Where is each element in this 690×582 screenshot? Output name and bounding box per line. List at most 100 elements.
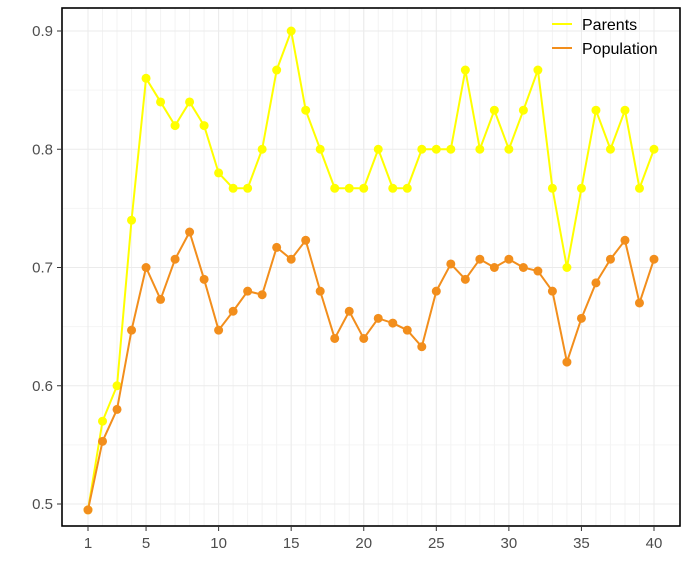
x-tick-label: 20: [355, 535, 372, 552]
data-point-population: [446, 259, 456, 269]
data-point-parents: [562, 263, 572, 272]
data-point-population: [257, 290, 267, 300]
data-point-population: [228, 306, 238, 316]
y-tick-label: 0.6: [32, 378, 53, 395]
x-tick-label: 10: [210, 535, 227, 552]
data-point-parents: [127, 215, 137, 225]
series-line-population: [87, 231, 655, 511]
legend-label-population: Population: [582, 41, 658, 58]
data-point-population: [83, 505, 93, 515]
data-point-parents: [402, 183, 412, 193]
x-tick-label: 35: [573, 535, 590, 552]
data-point-population: [127, 325, 137, 335]
data-point-population: [518, 263, 528, 272]
data-point-parents: [460, 65, 470, 75]
data-point-population: [170, 254, 180, 264]
data-point-parents: [228, 183, 238, 193]
data-point-population: [185, 227, 195, 237]
data-point-parents: [649, 144, 659, 154]
major-grid: [62, 8, 680, 526]
data-point-parents: [243, 183, 253, 193]
legend-item-population: Population: [552, 41, 658, 58]
data-point-population: [286, 254, 296, 264]
data-point-parents: [185, 97, 195, 107]
data-point-population: [605, 254, 615, 264]
data-point-parents: [112, 381, 122, 391]
data-point-parents: [98, 416, 108, 426]
data-point-population: [475, 254, 485, 264]
data-point-population: [141, 263, 151, 272]
data-point-population: [344, 306, 354, 316]
data-point-population: [373, 313, 383, 323]
data-point-population: [489, 263, 499, 272]
legend: Parents Population: [552, 17, 658, 58]
data-point-population: [562, 357, 572, 367]
data-point-population: [504, 254, 514, 264]
x-axis: 1 5 10 15 20 25 30 35 40: [84, 526, 663, 552]
y-axis: 0.5 0.6 0.7 0.8 0.9: [32, 23, 62, 513]
data-point-population: [199, 274, 209, 284]
data-point-population: [330, 333, 340, 343]
data-point-parents: [388, 183, 398, 193]
data-point-population: [576, 313, 586, 323]
data-point-population: [112, 404, 122, 414]
data-point-population: [315, 286, 325, 296]
data-point-population: [272, 242, 282, 252]
y-tick-label: 0.7: [32, 260, 53, 277]
x-tick-label: 25: [428, 535, 445, 552]
data-point-population: [359, 333, 369, 343]
data-point-parents: [431, 144, 441, 154]
x-tick-label: 1: [84, 535, 92, 552]
data-point-parents: [330, 183, 340, 193]
data-point-population: [634, 298, 644, 308]
data-point-population: [214, 325, 224, 335]
series-layer: [83, 26, 659, 515]
data-point-population: [156, 294, 166, 304]
data-point-population: [417, 342, 427, 352]
data-point-population: [301, 235, 311, 245]
data-point-parents: [373, 144, 383, 154]
series-parents: [83, 26, 659, 515]
data-point-parents: [620, 105, 630, 115]
data-point-parents: [344, 183, 354, 193]
data-point-population: [591, 278, 601, 288]
data-point-parents: [301, 105, 311, 115]
data-point-population: [620, 235, 630, 245]
data-point-parents: [156, 97, 166, 107]
data-point-population: [243, 286, 253, 296]
data-point-parents: [272, 65, 282, 75]
data-point-parents: [315, 144, 325, 154]
data-point-parents: [257, 144, 267, 154]
data-point-population: [547, 286, 557, 296]
data-point-population: [388, 318, 398, 328]
data-point-parents: [533, 65, 543, 75]
data-point-parents: [170, 121, 180, 131]
data-point-population: [98, 436, 108, 446]
series-line-parents: [87, 30, 655, 511]
x-tick-label: 40: [646, 535, 663, 552]
data-point-parents: [199, 121, 209, 131]
data-point-population: [402, 325, 412, 335]
x-tick-label: 15: [283, 535, 300, 552]
y-tick-label: 0.5: [32, 496, 53, 513]
data-point-parents: [605, 144, 615, 154]
y-tick-label: 0.8: [32, 141, 53, 158]
y-tick-label: 0.9: [32, 23, 53, 40]
data-point-parents: [634, 183, 644, 193]
data-point-parents: [359, 183, 369, 193]
data-point-parents: [446, 144, 456, 154]
series-population: [83, 227, 659, 515]
data-point-parents: [576, 183, 586, 193]
x-tick-label: 30: [501, 535, 518, 552]
data-point-parents: [475, 144, 485, 154]
data-point-parents: [141, 73, 151, 83]
data-point-parents: [489, 105, 499, 115]
data-point-parents: [417, 144, 427, 154]
data-point-parents: [547, 183, 557, 193]
data-point-population: [649, 254, 659, 264]
data-point-population: [460, 274, 470, 284]
data-point-parents: [591, 105, 601, 115]
x-tick-label: 5: [142, 535, 150, 552]
legend-label-parents: Parents: [582, 17, 637, 34]
data-point-population: [431, 286, 441, 296]
